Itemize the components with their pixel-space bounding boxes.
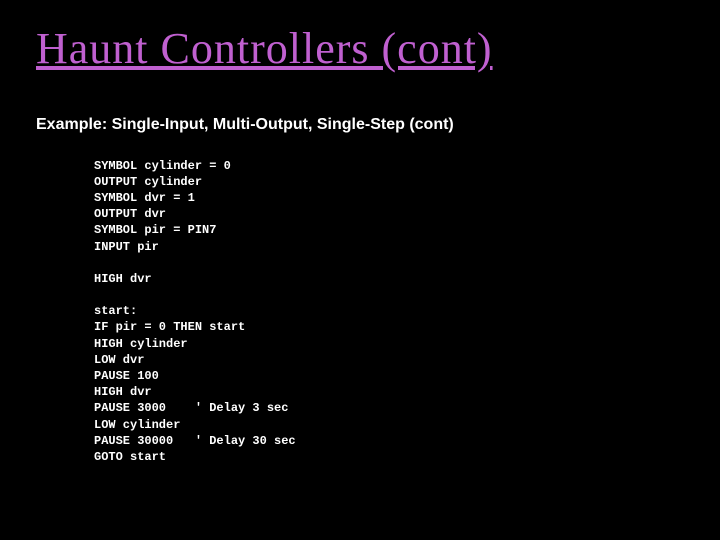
slide-container: Haunt Controllers (cont) Example: Single… xyxy=(0,0,720,540)
code-listing: SYMBOL cylinder = 0 OUTPUT cylinder SYMB… xyxy=(94,158,684,466)
example-subtitle: Example: Single-Input, Multi-Output, Sin… xyxy=(36,116,684,134)
slide-title: Haunt Controllers (cont) xyxy=(36,18,684,80)
